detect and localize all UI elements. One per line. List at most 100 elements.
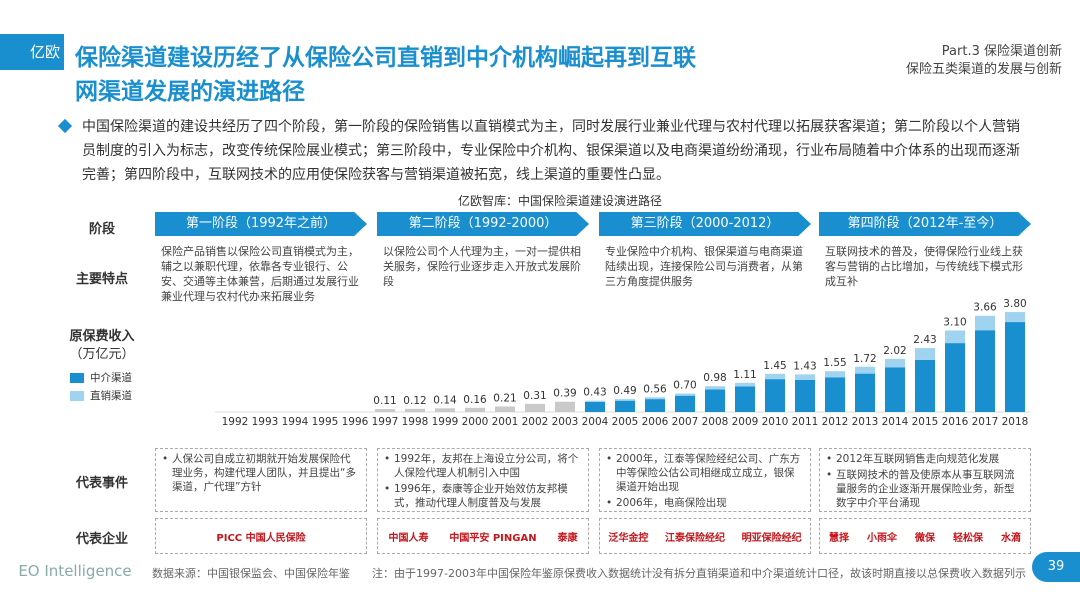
event: 1996年，泰康等企业开始效仿友邦模式，推动代理人制度普及与发展 [384, 482, 582, 510]
companies-box: 泛华金控 江泰保险经纪 明亚保险经纪 [599, 518, 811, 554]
company: 泰康 [557, 532, 578, 544]
bar-segment [855, 373, 875, 412]
event: 互联网技术的普及使原本从事互联网流量服务的企业逐渐开展保险业务，新型数字中介平台… [826, 468, 1024, 510]
data-label: 2.43 [913, 334, 936, 346]
x-tick-label: 2003 [552, 416, 579, 428]
x-tick-label: 1994 [282, 416, 309, 428]
x-tick-label: 2014 [882, 416, 909, 428]
bar-segment [585, 402, 605, 412]
x-tick-label: 2015 [912, 416, 939, 428]
bar [465, 407, 485, 412]
stage-banner: 第二阶段（1992-2000） [377, 212, 589, 236]
stage-features: 互联网技术的普及，使得保险行业线上获客与营销的占比增加，与传统线下模式形成互补 [825, 245, 1023, 288]
x-tick-label: 2010 [762, 416, 789, 428]
company: PICC 中国人民保险 [216, 532, 306, 544]
x-tick-label: 2016 [942, 416, 969, 428]
bar-segment [795, 374, 815, 380]
x-tick-label: 2012 [822, 416, 849, 428]
company: 江泰保险经纪 [664, 532, 725, 544]
company: 小雨伞 [867, 532, 897, 544]
event: 2012年互联网销售走向规范化发展 [826, 452, 1024, 466]
x-tick-label: 1995 [312, 416, 339, 428]
x-tick-label: 2011 [792, 416, 819, 428]
x-tick-label: 1996 [342, 416, 369, 428]
stage-features: 专业保险中介机构、银保渠道与电商渠道陆续出现，连接保险公司与消费者，从第三方角度… [605, 245, 803, 288]
events-box: 2000年，江泰等保险经纪公司、广东方中等保险公估公司相继成立成立，银保渠道开始… [599, 448, 811, 512]
company: 中国人寿 [388, 532, 429, 544]
data-label: 0.98 [703, 372, 726, 384]
companies-box: 慧择 小雨伞 微保 轻松保 水滴 [819, 518, 1031, 554]
event: 人保公司自成立初期就开始发展保险代理业务，构建代理人团队，并且提出“多渠道，广代… [162, 452, 360, 494]
source: 数据来源：中国银保监会、中国保险年鉴 [152, 567, 350, 580]
company: 轻松保 [953, 532, 983, 544]
logo: 亿欧 [0, 34, 64, 70]
bar-segment [825, 371, 845, 378]
stage-banner: 第一阶段（1992年之前） [155, 212, 367, 236]
x-tick-label: 2009 [732, 416, 759, 428]
bar-segment [885, 358, 905, 368]
bar-segment [645, 399, 665, 412]
data-label: 0.12 [403, 395, 426, 407]
data-label: 0.56 [643, 383, 667, 395]
legend-label: 直销渠道 [90, 389, 132, 402]
x-tick-label: 2018 [1002, 416, 1029, 428]
footnote: 数据来源：中国银保监会、中国保险年鉴 注：由于1997-2003年中国保险年鉴原… [152, 566, 1032, 581]
bar-segment [945, 330, 965, 344]
data-label: 3.10 [943, 316, 966, 328]
company: 慧择 [829, 532, 849, 544]
stage-features: 以保险公司个人代理为主，一对一提供相关服务，保险行业逐步走入开放式发展阶段 [383, 245, 581, 288]
x-tick-label: 2004 [582, 416, 609, 428]
data-label: 0.31 [523, 390, 546, 402]
bar-segment [735, 382, 755, 387]
bar-segment [675, 393, 695, 396]
company: 水滴 [1001, 532, 1021, 544]
data-label: 3.80 [1003, 298, 1026, 310]
x-tick-label: 1993 [252, 416, 279, 428]
bar-segment [975, 330, 995, 412]
data-label: 2.02 [883, 345, 906, 357]
x-tick-label: 2000 [462, 416, 489, 428]
stage-banner: 第三阶段（2000-2012） [599, 212, 811, 236]
data-label: 1.43 [793, 360, 816, 372]
events-box: 1992年，友邦在上海设立分公司，将个人保险代理人机制引入中国1996年，泰康等… [377, 448, 589, 512]
bar-segment [675, 395, 695, 412]
stage-banner: 第四阶段（2012年-至今） [819, 212, 1031, 236]
data-label: 0.39 [553, 388, 576, 400]
intro: 中国保险渠道的建设共经历了四个阶段，第一阶段的保险销售以直销模式为主，同时发展行… [82, 119, 1020, 183]
bar-segment [915, 348, 935, 360]
x-tick-label: 1997 [372, 416, 399, 428]
event: 2006年，电商保险出现 [606, 496, 804, 510]
data-label: 1.45 [763, 360, 786, 372]
x-tick-label: 2006 [642, 416, 669, 428]
data-label: 3.66 [973, 302, 997, 314]
title: 保险渠道建设历经了从保险公司直销到中介机构崛起再到互联 [75, 45, 696, 71]
bar-segment [975, 315, 995, 331]
legend-swatch [70, 373, 84, 383]
bar [375, 409, 395, 412]
data-label: 1.72 [853, 353, 876, 365]
data-label: 0.21 [493, 392, 516, 404]
bar-segment [915, 359, 935, 412]
data-label: 0.16 [463, 394, 487, 406]
note: 注：由于1997-2003年中国保险年鉴原保费收入数据统计没有拆分直销渠道和中介… [372, 567, 1026, 580]
data-label: 0.14 [433, 394, 457, 406]
company: 泛华金控 [608, 532, 649, 544]
bar-segment [795, 379, 815, 412]
bar-segment [1005, 322, 1025, 412]
bar-segment [825, 377, 845, 412]
bar-segment [945, 343, 965, 412]
legend-swatch [70, 391, 84, 401]
legend-label: 中介渠道 [90, 371, 132, 384]
events-box: 2012年互联网销售走向规范化发展互联网技术的普及使原本从事互联网流量服务的企业… [819, 448, 1031, 512]
bar-segment [1005, 312, 1025, 323]
event: 2000年，江泰等保险经纪公司、广东方中等保险公估公司相继成立成立，银保渠道开始… [606, 452, 804, 494]
x-tick-label: 1992 [222, 416, 249, 428]
data-label: 0.11 [373, 395, 396, 407]
row-label: （万亿元） [69, 347, 135, 362]
companies-box: 中国人寿 中国平安 PINGAN 泰康 [377, 518, 589, 554]
bar [495, 406, 515, 412]
x-tick-label: 2002 [522, 416, 549, 428]
bar-segment [735, 386, 755, 412]
